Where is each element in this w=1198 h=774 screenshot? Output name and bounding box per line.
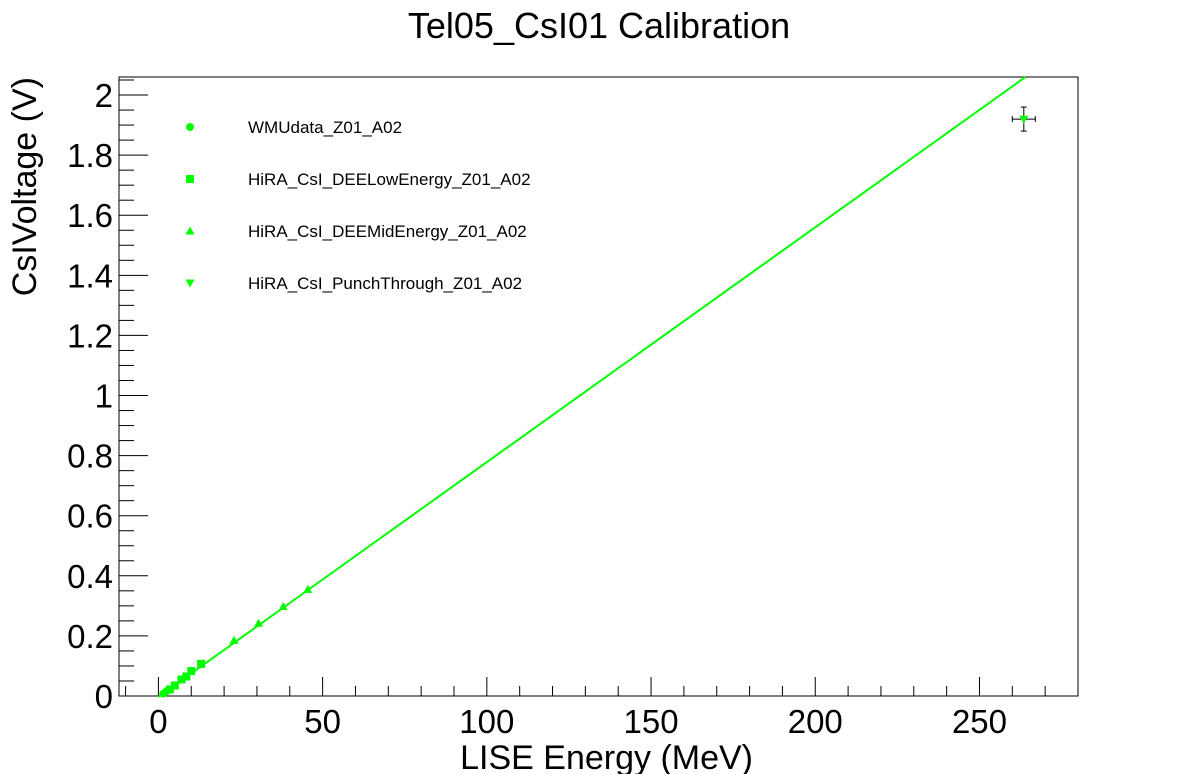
x-tick-label: 100 (459, 703, 514, 740)
data-point (182, 672, 191, 681)
data-point (1019, 115, 1029, 124)
x-tick-label: 50 (304, 703, 341, 740)
x-axis-title: LISE Energy (MeV) (460, 739, 753, 774)
data-point (278, 601, 288, 610)
y-tick-label: 1.8 (67, 137, 113, 174)
data-point (170, 681, 179, 690)
data-point (197, 659, 206, 668)
fit-line (157, 76, 1027, 698)
legend-marker (186, 123, 194, 131)
legend-marker (185, 226, 195, 235)
data-point (229, 635, 239, 644)
chart-title: Tel05_CsI01 Calibration (408, 5, 790, 46)
y-tick-label: 0.8 (67, 438, 113, 475)
x-tick-label: 200 (788, 703, 843, 740)
legend-label: HiRA_CsI_PunchThrough_Z01_A02 (248, 274, 522, 293)
data-point (177, 675, 186, 684)
y-tick-label: 1.4 (67, 257, 113, 294)
legend-label: WMUdata_Z01_A02 (248, 118, 402, 137)
data-point (303, 584, 313, 593)
legend-label: HiRA_CsI_DEEMidEnergy_Z01_A02 (248, 222, 527, 241)
y-tick-label: 1.6 (67, 197, 113, 234)
y-tick-label: 1.2 (67, 317, 113, 354)
x-tick-label: 250 (952, 703, 1007, 740)
plot-frame (118, 76, 1079, 697)
data-point (165, 685, 174, 694)
y-tick-label: 0 (95, 678, 113, 715)
legend-marker (186, 175, 194, 183)
y-tick-label: 0.2 (67, 618, 113, 655)
y-axis-title: CsIVoltage (V) (6, 77, 44, 296)
x-axis-ticks: 0 50 100 150 200 250 (125, 677, 1079, 740)
x-tick-label: 0 (149, 703, 167, 740)
y-tick-label: 0.6 (67, 498, 113, 535)
fit-line-group (157, 76, 1027, 698)
data-point (254, 618, 264, 627)
legend-label: HiRA_CsI_DEELowEnergy_Z01_A02 (248, 170, 531, 189)
x-tick-label: 150 (624, 703, 679, 740)
y-axis-ticks: 0 0.2 0.4 0.6 0.8 1 1.2 1.4 1.6 1.8 2 (67, 77, 148, 715)
y-tick-label: 0.4 (67, 558, 113, 595)
y-tick-label: 1 (95, 378, 113, 415)
legend: WMUdata_Z01_A02 HiRA_CsI_DEELowEnergy_Z01… (185, 118, 531, 293)
legend-marker (185, 279, 195, 288)
y-tick-label: 2 (95, 77, 113, 114)
data-points (159, 106, 1036, 698)
data-point (187, 667, 196, 676)
